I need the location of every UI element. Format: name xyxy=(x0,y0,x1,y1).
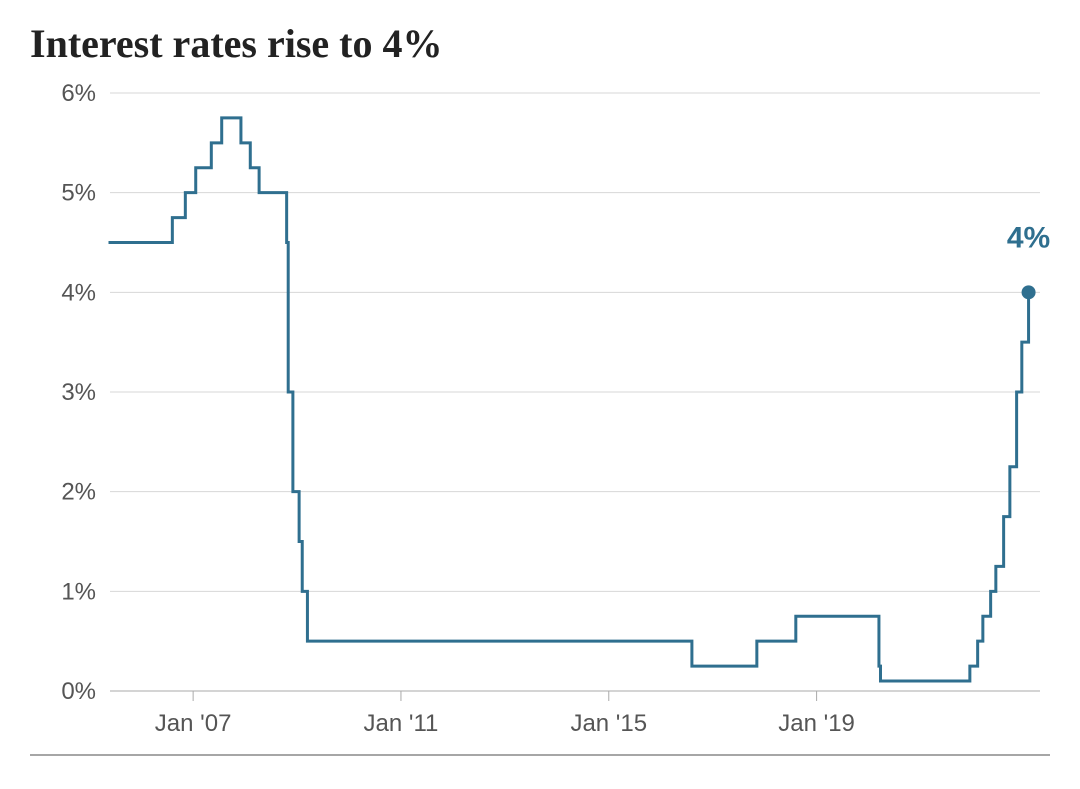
y-axis-label: 1% xyxy=(61,578,96,605)
y-axis-label: 3% xyxy=(61,379,96,406)
end-label: 4% xyxy=(1007,221,1050,254)
chart-svg: 0% 1% 2% 3% 4% 5% 6% Jan '07 Jan '11 Jan '15 Jan '… xyxy=(30,83,1050,763)
interest-rate-chart: 0% 1% 2% 3% 4% 5% 6% Jan '07 Jan '11 Jan '15 Jan '… xyxy=(30,83,1050,763)
end-marker xyxy=(1022,285,1036,299)
y-axis-label: 0% xyxy=(61,678,96,705)
y-axis-label: 4% xyxy=(61,279,96,306)
x-axis-label: Jan '19 xyxy=(778,710,855,737)
chart-title: Interest rates rise to 4% xyxy=(30,20,1050,67)
rate-line xyxy=(110,118,1029,681)
y-axis-label: 2% xyxy=(61,479,96,506)
y-axis-label: 6% xyxy=(61,83,96,107)
x-axis-label: Jan '11 xyxy=(364,710,439,737)
x-axis-label: Jan '15 xyxy=(570,710,647,737)
y-axis-label: 5% xyxy=(61,180,96,207)
x-axis-label: Jan '07 xyxy=(155,710,232,737)
